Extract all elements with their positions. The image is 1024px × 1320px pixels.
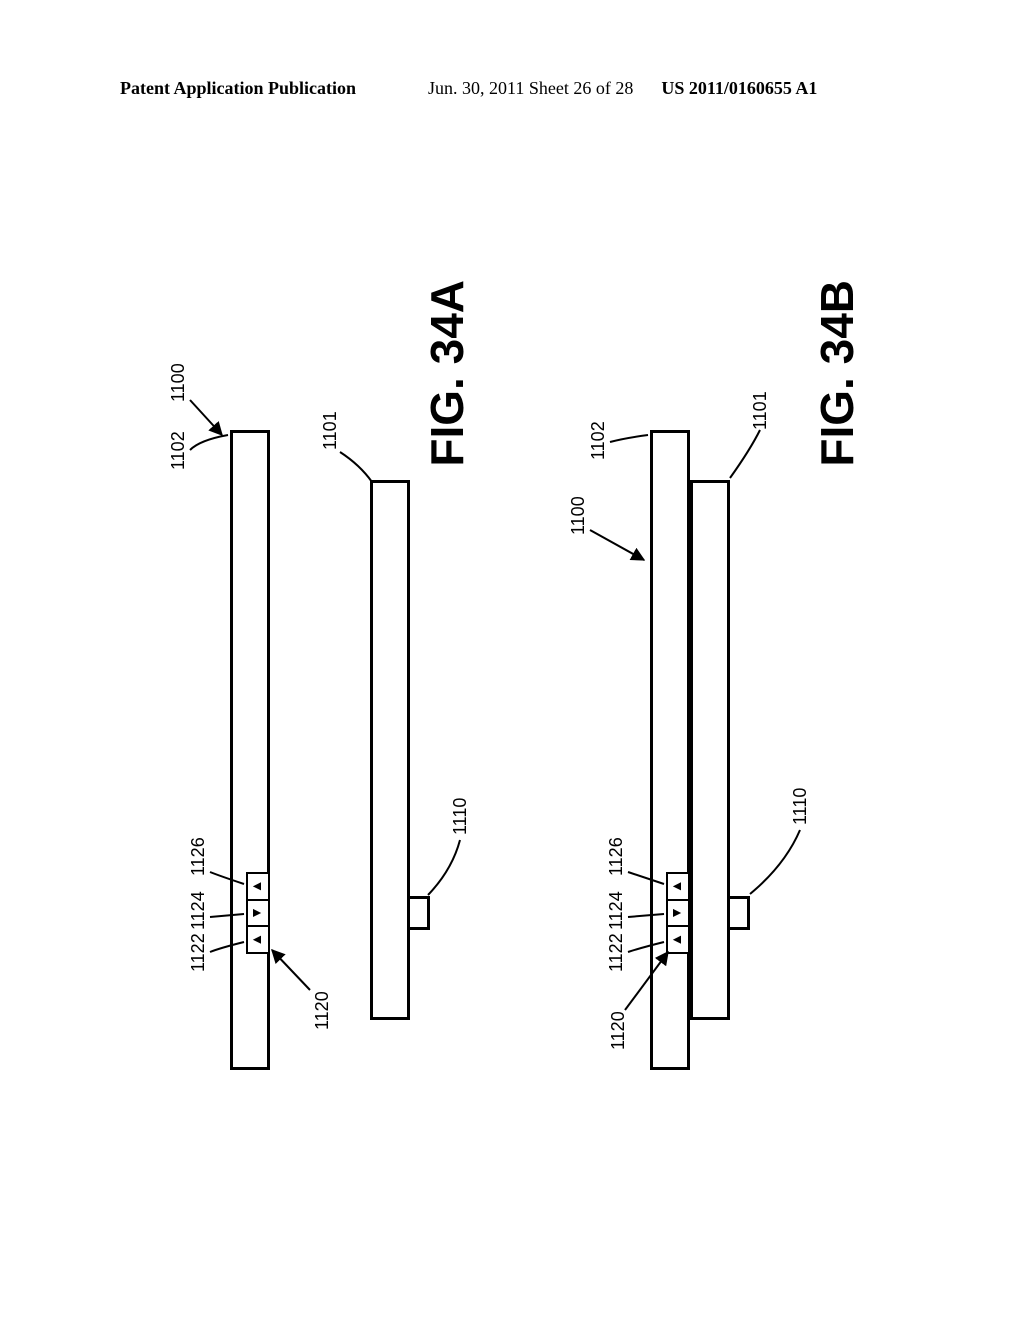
label-1100-b: 1100 [568, 496, 589, 535]
figure-34b: FIG. 34B ▲ ▼ ▲ [550, 270, 910, 1090]
label-1126-b: 1126 [606, 837, 627, 876]
figure-34a: FIG. 34A ▲ ▼ ▲ [160, 270, 520, 1090]
label-1102-b: 1102 [588, 421, 609, 460]
label-1122: 1122 [188, 933, 209, 972]
header-publication-type: Patent Application Publication [120, 78, 356, 99]
label-1102: 1102 [168, 431, 189, 470]
label-1126: 1126 [188, 837, 209, 876]
label-1110: 1110 [450, 798, 471, 835]
label-1120: 1120 [312, 991, 333, 1030]
leader-lines-a [160, 270, 520, 1090]
label-1122-b: 1122 [606, 933, 627, 972]
label-1101-b: 1101 [750, 391, 771, 430]
figure-area: FIG. 34A ▲ ▼ ▲ [120, 190, 900, 1190]
label-1124: 1124 [188, 891, 209, 930]
label-1120-b: 1120 [608, 1011, 629, 1050]
header-pub-number: US 2011/0160655 A1 [661, 78, 817, 99]
label-1100: 1100 [168, 363, 189, 402]
header-date-sheet: Jun. 30, 2011 Sheet 26 of 28 [428, 78, 633, 99]
label-1110-b: 1110 [790, 788, 811, 825]
label-1124-b: 1124 [606, 891, 627, 930]
label-1101: 1101 [320, 411, 341, 450]
leader-lines-b [550, 270, 910, 1090]
page-header: Patent Application Publication Jun. 30, … [0, 78, 1024, 99]
